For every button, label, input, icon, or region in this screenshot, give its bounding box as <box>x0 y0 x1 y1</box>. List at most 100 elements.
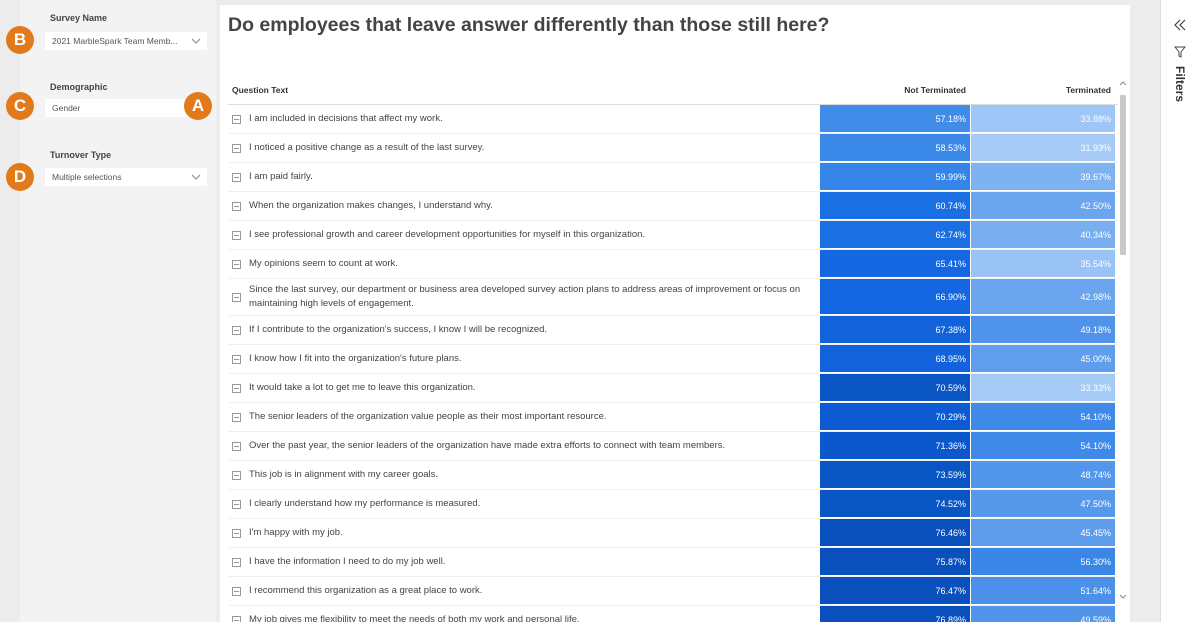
question-cell: I clearly understand how my performance … <box>228 490 820 518</box>
expand-icon[interactable] <box>232 325 241 335</box>
expand-icon[interactable] <box>232 259 241 269</box>
question-text: Over the past year, the senior leaders o… <box>249 440 726 451</box>
question-text: This job is in alignment with my career … <box>249 469 439 480</box>
column-header[interactable]: Terminated <box>1065 85 1111 95</box>
table-row: I recommend this organization as a great… <box>228 577 1118 606</box>
value-cell: 51.64% <box>970 577 1115 605</box>
expand-icon[interactable] <box>232 292 241 302</box>
expand-icon[interactable] <box>232 201 241 211</box>
expand-icon[interactable] <box>232 412 241 422</box>
chevron <box>191 174 201 180</box>
question-cell: The senior leaders of the organization v… <box>228 403 820 431</box>
expand-icon[interactable] <box>232 615 241 622</box>
value-cell: 33.88% <box>970 105 1115 133</box>
question-text: I know how I fit into the organization's… <box>249 353 462 364</box>
slicer-value: 2021 MarbleSpark Team Memb... <box>52 36 178 46</box>
question-cell: I am paid fairly. <box>228 163 820 191</box>
question-cell: This job is in alignment with my career … <box>228 461 820 489</box>
value-cell: 31.93% <box>970 134 1115 162</box>
value-cell: 48.74% <box>970 461 1115 489</box>
question-text: My job gives me flexibility to meet the … <box>249 614 580 622</box>
value-cell: 60.74% <box>820 192 970 220</box>
value-cell: 40.34% <box>970 221 1115 249</box>
report-title: Do employees that leave answer different… <box>228 14 830 36</box>
question-cell: Since the last survey, our department or… <box>228 279 820 315</box>
slicer-value: Multiple selections <box>52 172 122 182</box>
value-cell: 39.67% <box>970 163 1115 191</box>
value-cell: 49.59% <box>970 606 1115 622</box>
question-text: My opinions seem to count at work. <box>249 258 398 269</box>
value-cell: 73.59% <box>820 461 970 489</box>
question-cell: I noticed a positive change as a result … <box>228 134 820 162</box>
value-cell: 54.10% <box>970 403 1115 431</box>
chevron <box>191 38 201 44</box>
expand-icon[interactable] <box>232 383 241 393</box>
slicer-label: Survey Name <box>50 13 108 23</box>
value-cell: 35.54% <box>970 250 1115 278</box>
question-cell: When the organization makes changes, I u… <box>228 192 820 220</box>
expand-icon[interactable] <box>232 172 241 182</box>
expand-icon[interactable] <box>232 354 241 364</box>
value-cell: 70.59% <box>820 374 970 402</box>
callout-badge: D <box>6 163 34 191</box>
expand-icon[interactable] <box>232 470 241 480</box>
table-row: I noticed a positive change as a result … <box>228 134 1118 163</box>
table: Question Text Not Terminated Terminated … <box>228 76 1118 622</box>
table-row: I see professional growth and career dev… <box>228 221 1118 250</box>
column-header[interactable]: Question Text <box>232 85 289 95</box>
expand-icon[interactable] <box>232 230 241 240</box>
callout-badge: B <box>6 26 34 54</box>
expand-icon[interactable] <box>232 114 241 124</box>
question-text: Since the last survey, our department or… <box>249 284 801 309</box>
slicer-dropdown[interactable]: Multiple selections <box>45 168 207 186</box>
question-text: I clearly understand how my performance … <box>249 498 481 509</box>
expand-icon[interactable] <box>232 586 241 596</box>
column-header[interactable]: Not Terminated <box>904 85 966 95</box>
value-cell: 56.30% <box>970 548 1115 576</box>
table-header: Question Text Not Terminated Terminated <box>228 76 1118 105</box>
expand-icon[interactable] <box>232 143 241 153</box>
slicer-dropdown[interactable]: Gender <box>45 99 207 117</box>
expand-icon[interactable] <box>232 441 241 451</box>
value-cell: 67.38% <box>820 316 970 344</box>
slicer-dropdown[interactable]: 2021 MarbleSpark Team Memb... <box>45 32 207 50</box>
value-cell: 68.95% <box>820 345 970 373</box>
question-text: I'm happy with my job. <box>249 527 343 538</box>
value-cell: 76.47% <box>820 577 970 605</box>
value-cell: 74.52% <box>820 490 970 518</box>
expand-icon[interactable] <box>232 499 241 509</box>
question-cell: I have the information I need to do my j… <box>228 548 820 576</box>
question-cell: My opinions seem to count at work. <box>228 250 820 278</box>
question-text: I see professional growth and career dev… <box>249 229 646 240</box>
slicer-label: Demographic <box>50 82 108 92</box>
value-cell: 45.00% <box>970 345 1115 373</box>
value-cell: 76.46% <box>820 519 970 547</box>
value-cell: 75.87% <box>820 548 970 576</box>
callout-badge: C <box>6 92 34 120</box>
value-cell: 71.36% <box>820 432 970 460</box>
value-cell: 70.29% <box>820 403 970 431</box>
table-row: My job gives me flexibility to meet the … <box>228 606 1118 622</box>
expand-icon[interactable] <box>232 557 241 567</box>
value-cell: 42.50% <box>970 192 1115 220</box>
value-cell: 76.89% <box>820 606 970 622</box>
value-cell: 57.18% <box>820 105 970 133</box>
question-text: I am included in decisions that affect m… <box>249 113 443 124</box>
expand-icon[interactable] <box>232 528 241 538</box>
filters-pane: Filters <box>1160 0 1200 622</box>
slicer-value: Gender <box>52 103 81 113</box>
slicer-label: Turnover Type <box>50 150 112 160</box>
scrollbar[interactable] <box>1118 80 1128 600</box>
collapse-icon[interactable] <box>1173 18 1187 32</box>
question-cell: Over the past year, the senior leaders o… <box>228 432 820 460</box>
question-text: It would take a lot to get me to leave t… <box>249 382 476 393</box>
question-text: I noticed a positive change as a result … <box>249 142 485 153</box>
question-text: I am paid fairly. <box>249 171 313 182</box>
value-cell: 49.18% <box>970 316 1115 344</box>
slicer-pane <box>20 0 216 622</box>
question-text: If I contribute to the organization's su… <box>249 324 548 335</box>
value-cell: 54.10% <box>970 432 1115 460</box>
value-cell: 66.90% <box>820 279 970 315</box>
filters-label[interactable]: Filters <box>1173 66 1187 103</box>
